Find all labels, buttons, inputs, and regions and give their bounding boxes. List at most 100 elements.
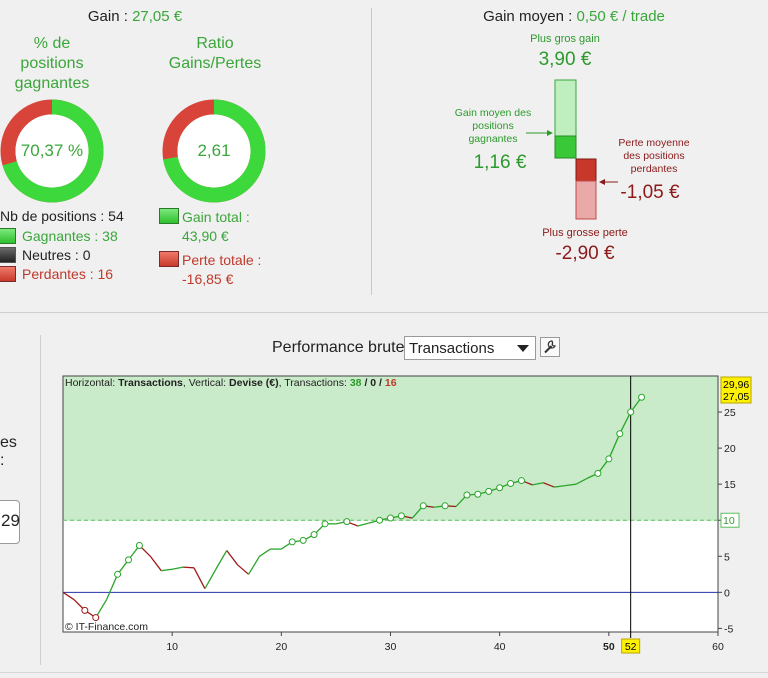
neutral-count: Neutres : 0 — [22, 247, 91, 263]
gain-loss-bars — [526, 79, 618, 220]
data-point — [463, 491, 471, 499]
avg-gain-label: Gain moyen des positions gagnantes — [440, 107, 546, 146]
gain-total-icon — [159, 208, 179, 224]
gain-label: Gain : — [87, 8, 128, 25]
left-panel-input[interactable]: 29 — [0, 500, 20, 544]
data-point — [92, 614, 100, 622]
info-horizontal-label: Horizontal: — [65, 377, 116, 389]
gain-total: Gain total : 43,90 € — [182, 208, 250, 246]
y-tick-label: 25 — [724, 407, 736, 419]
pct-winning-title: % de positions gagnantes — [14, 35, 90, 92]
series-segment — [95, 599, 108, 618]
bottom-rule — [0, 672, 768, 673]
gain-total-value: 43,90 € — [182, 228, 229, 244]
data-point — [376, 516, 384, 524]
threshold-badge — [720, 512, 740, 528]
ratio-donut — [162, 99, 266, 203]
worst-loss-value: -2,90 € — [555, 243, 615, 264]
series-segment — [237, 564, 250, 575]
y-tick-label: 15 — [724, 479, 736, 491]
data-point — [387, 514, 394, 522]
series-segment — [619, 411, 632, 434]
series-segment — [149, 555, 162, 572]
info-wins: 38 — [349, 377, 362, 389]
data-point — [310, 531, 318, 539]
y-badge-current: 27,05 — [723, 391, 749, 403]
series-segment — [204, 568, 217, 590]
y-tick-label: 0 — [724, 587, 730, 599]
left-panel-text-line1: es — [0, 434, 17, 451]
data-point — [419, 502, 427, 510]
pct-winning-donut — [0, 99, 104, 203]
avg-loss-label-line3: perdantes — [630, 163, 678, 175]
data-point — [441, 502, 449, 510]
performance-type-select[interactable]: Transactions — [404, 336, 536, 360]
nb-positions: Nb de positions : 54 — [0, 208, 124, 224]
series-segment — [532, 482, 544, 486]
avg-gain-label-line1: Gain moyen des — [454, 107, 532, 119]
ratio-title: Ratio Gains/Pertes — [168, 35, 262, 72]
info-neutral: 0 — [370, 377, 377, 389]
series-segment — [259, 548, 271, 557]
vertical-divider — [371, 8, 372, 295]
x-tick-label: 30 — [385, 641, 397, 653]
data-point — [627, 408, 635, 416]
chevron-down-icon — [517, 345, 529, 352]
loss-total: Perte totale : -16,85 € — [182, 251, 261, 289]
series-segment — [543, 482, 555, 488]
profit-zone — [63, 376, 718, 521]
data-point — [321, 520, 329, 528]
avg-gain-label-line2: positions — [472, 120, 514, 132]
data-point — [299, 536, 307, 544]
x-tick-label: 20 — [275, 641, 287, 653]
x-tick-label: 60 — [712, 641, 724, 653]
chart-info-line: Horizontal: Transactions, Vertical: Devi… — [65, 377, 397, 389]
info-horizontal-value: Transactions — [118, 377, 183, 389]
neutral-legend-icon — [0, 247, 16, 263]
data-point — [125, 556, 132, 564]
y-badge-top: 29,96 — [723, 379, 749, 391]
wrench-icon — [544, 340, 556, 354]
x-tick-label: 10 — [166, 641, 178, 653]
winning-legend-icon — [0, 228, 16, 244]
average-header: Gain moyen : 0,50 € / trade — [380, 8, 768, 25]
data-point — [397, 512, 405, 520]
settings-button[interactable] — [540, 337, 560, 357]
data-point — [518, 477, 525, 485]
y-tick-label: 20 — [724, 443, 736, 455]
cursor-badge — [621, 638, 641, 654]
data-point — [288, 538, 296, 546]
avg-gain-label-line3: gagnantes — [468, 133, 518, 145]
x-tick-label: 40 — [494, 641, 506, 653]
loss-total-label: Perte totale : — [182, 252, 262, 268]
cursor-badge-label: 52 — [625, 641, 637, 653]
average-value: 0,50 € / trade — [576, 8, 665, 25]
performance-type-value: Transactions — [409, 340, 495, 357]
series-segment — [106, 574, 119, 600]
series-segment — [62, 591, 75, 601]
average-label: Gain moyen : — [483, 8, 573, 25]
losing-legend-icon — [0, 266, 16, 282]
loss-total-icon — [159, 251, 179, 267]
best-gain-value: 3,90 € — [538, 49, 592, 70]
data-point — [496, 484, 504, 492]
data-point — [474, 490, 482, 498]
avg-loss-value: -1,05 € — [620, 182, 680, 203]
series-segment — [183, 566, 195, 569]
y-tick-label: -5 — [724, 623, 733, 635]
winning-count: Gagnantes : 38 — [22, 228, 118, 244]
horizontal-divider — [0, 312, 768, 313]
avg-gain-value: 1,16 € — [473, 152, 527, 173]
data-point — [343, 518, 351, 526]
info-losses: 16 — [384, 377, 397, 389]
x-tick-label: 50 — [603, 641, 615, 653]
worst-loss-label: Plus grosse perte — [542, 227, 628, 239]
data-point — [485, 487, 493, 495]
pct-winning-value: 70,37 % — [20, 141, 84, 160]
data-point — [507, 479, 515, 487]
y-badge — [720, 376, 752, 404]
ratio-value: 2,61 — [197, 141, 231, 160]
series-segment — [161, 568, 173, 572]
watermark: © IT-Finance.com — [65, 621, 149, 633]
